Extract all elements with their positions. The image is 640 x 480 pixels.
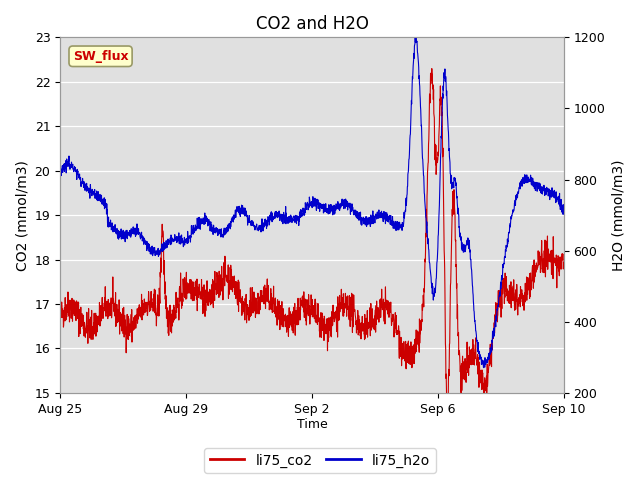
Y-axis label: H2O (mmol/m3): H2O (mmol/m3) [611, 159, 625, 271]
Text: SW_flux: SW_flux [73, 50, 129, 63]
Legend: li75_co2, li75_h2o: li75_co2, li75_h2o [204, 448, 436, 473]
X-axis label: Time: Time [296, 419, 328, 432]
Y-axis label: CO2 (mmol/m3): CO2 (mmol/m3) [15, 160, 29, 271]
Title: CO2 and H2O: CO2 and H2O [255, 15, 369, 33]
